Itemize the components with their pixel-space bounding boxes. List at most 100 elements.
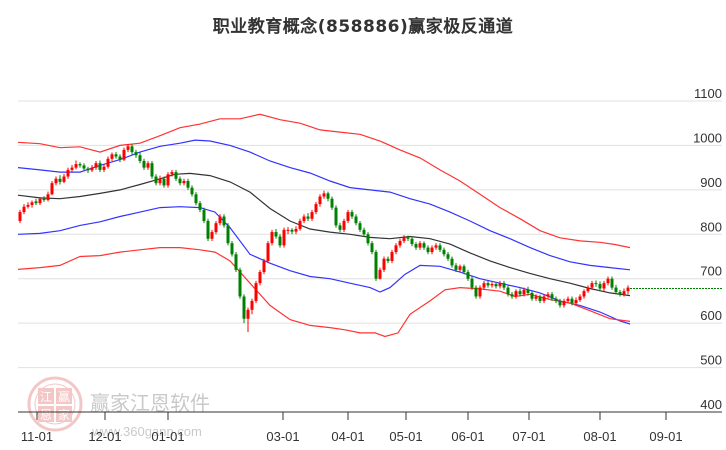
candle	[494, 284, 498, 287]
candle	[590, 283, 594, 288]
candle	[94, 163, 98, 168]
candle	[402, 237, 406, 241]
candle	[166, 174, 170, 186]
x-tick-label: 08-01	[583, 429, 616, 444]
candle	[42, 198, 46, 201]
candle	[230, 243, 234, 255]
candle	[534, 296, 538, 299]
candle	[154, 176, 158, 184]
y-tick-label: 700	[700, 264, 722, 279]
candle	[418, 243, 422, 248]
candle	[394, 245, 398, 253]
candle	[270, 232, 274, 244]
candle	[462, 266, 466, 273]
candle	[190, 187, 194, 195]
candle	[430, 247, 434, 253]
candle	[170, 172, 174, 175]
candle	[506, 287, 510, 295]
candle	[306, 216, 310, 219]
candle	[622, 291, 626, 295]
candle	[546, 294, 550, 297]
candle	[538, 296, 542, 301]
candle	[150, 163, 154, 177]
candle	[146, 163, 150, 168]
candle	[86, 168, 90, 171]
candle	[26, 204, 30, 207]
candle	[470, 278, 474, 288]
candle	[382, 258, 386, 270]
candle	[282, 229, 286, 246]
candle	[250, 300, 254, 310]
candle	[318, 196, 322, 205]
candle	[74, 164, 78, 168]
candle	[310, 212, 314, 219]
y-tick-label: 1100	[694, 86, 722, 101]
candle	[434, 245, 438, 248]
band-line	[17, 139, 631, 271]
candle	[206, 220, 210, 239]
candle	[542, 296, 546, 301]
candle	[338, 225, 342, 230]
candle	[582, 291, 586, 297]
watermark: 江 赢 恩 家 赢家江恩软件 www.360gann.com	[27, 376, 210, 439]
candle	[238, 269, 242, 297]
candle	[294, 228, 298, 232]
candle	[46, 194, 50, 201]
candle	[302, 216, 306, 221]
candle	[438, 245, 442, 250]
candle	[414, 244, 418, 248]
candle	[298, 220, 302, 229]
candle	[602, 283, 606, 289]
candle	[278, 236, 282, 246]
candle	[174, 172, 178, 179]
y-tick-label: 1000	[693, 130, 722, 145]
candle	[194, 194, 198, 204]
candle	[198, 203, 202, 210]
candle	[186, 180, 190, 188]
candle	[214, 223, 218, 233]
candle	[358, 223, 362, 230]
candle	[514, 291, 518, 297]
candle	[510, 294, 514, 297]
x-tick-label: 07-01	[512, 429, 545, 444]
x-tick-label: 04-01	[331, 429, 364, 444]
watermark-brand: 赢家江恩软件	[90, 391, 210, 415]
candle	[586, 287, 590, 292]
candle	[334, 207, 338, 226]
candle	[466, 272, 470, 279]
candle	[262, 260, 266, 273]
candle	[90, 167, 94, 171]
candle	[322, 193, 326, 197]
candle	[574, 300, 578, 304]
candle	[570, 298, 574, 304]
candle	[386, 258, 390, 261]
candle	[482, 283, 486, 288]
candle	[426, 247, 430, 253]
candle	[606, 278, 610, 284]
candle	[66, 169, 70, 177]
candle	[178, 178, 182, 184]
candle	[122, 149, 126, 160]
x-axis: 11-01 12-01 01-01 03-01 04-01 05-01 06-01 07-01…	[18, 411, 722, 444]
candle	[518, 291, 522, 295]
candle	[182, 180, 186, 184]
candle	[62, 176, 66, 182]
candle	[286, 229, 290, 231]
candle	[114, 154, 118, 157]
y-tick-label: 900	[700, 175, 722, 190]
candle	[118, 156, 122, 160]
candle	[618, 292, 622, 295]
candle	[526, 289, 530, 293]
candle	[78, 164, 82, 166]
candle	[274, 232, 278, 237]
candle	[54, 178, 58, 184]
y-tick-label: 800	[700, 219, 722, 234]
candle	[350, 212, 354, 217]
candle	[102, 166, 106, 170]
candle	[22, 206, 26, 213]
x-tick-label: 01-01	[151, 429, 184, 444]
candle	[158, 178, 162, 184]
candle	[106, 158, 110, 167]
candle	[266, 243, 270, 261]
